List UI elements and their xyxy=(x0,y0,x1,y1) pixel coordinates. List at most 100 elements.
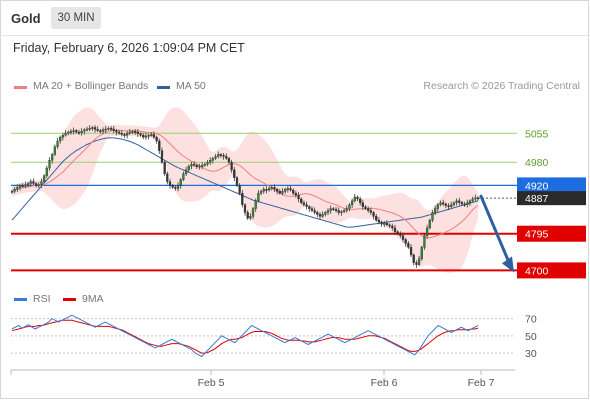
candle-body xyxy=(442,202,445,205)
candle-body xyxy=(174,187,177,189)
candle-body xyxy=(56,140,59,147)
candle-body xyxy=(117,131,121,134)
candle-body xyxy=(166,173,169,182)
candle-body xyxy=(222,155,225,157)
candle-body xyxy=(48,160,51,169)
chart-datetime: Friday, February 6, 2026 1:09:04 PM CET xyxy=(13,41,245,55)
last-price-label: 4887 xyxy=(525,193,549,205)
candle-body xyxy=(83,129,86,132)
candle-body xyxy=(404,239,407,244)
candle-body xyxy=(436,204,439,209)
candle-body xyxy=(179,179,182,186)
candle-body xyxy=(96,129,99,131)
candle-body xyxy=(447,205,450,207)
bollinger-bands xyxy=(12,107,478,273)
candle-body xyxy=(359,198,362,203)
candle-body xyxy=(192,163,196,166)
ma20-line xyxy=(11,129,479,239)
last-price-tag xyxy=(517,191,586,206)
candle-body xyxy=(342,210,346,212)
ma20-legend-label: MA 20 + Bollinger Bands xyxy=(33,80,149,92)
candle-body xyxy=(16,187,19,190)
rsi-tick-70: 70 xyxy=(525,314,537,326)
candle-body xyxy=(160,150,164,163)
candle-body xyxy=(112,128,115,131)
candle-body xyxy=(176,185,180,189)
candle-body xyxy=(345,208,348,211)
candle-body xyxy=(219,154,223,156)
candle-body xyxy=(152,134,156,138)
candle-body xyxy=(348,204,351,209)
level-label-4795: 4795 xyxy=(525,229,549,241)
candle-body xyxy=(72,130,75,132)
candle-body xyxy=(257,192,260,202)
candle-body xyxy=(88,128,91,130)
candle-body xyxy=(292,189,295,194)
candle-body xyxy=(32,181,35,184)
candle-body xyxy=(77,131,81,134)
candle-body xyxy=(99,130,102,132)
candle-body xyxy=(326,210,330,213)
candle-body xyxy=(67,131,70,134)
candle-body xyxy=(107,128,110,130)
candle-body xyxy=(300,198,303,203)
candle-body xyxy=(217,154,220,157)
candle-body xyxy=(123,134,126,136)
rsi-ma-legend-swatch xyxy=(63,298,76,301)
candle-body xyxy=(281,191,284,194)
ma50-legend-label: MA 50 xyxy=(176,80,206,92)
candle-body xyxy=(308,206,311,209)
candle-body xyxy=(21,185,24,187)
candle-body xyxy=(115,130,118,133)
candle-body xyxy=(302,202,306,205)
candle-body xyxy=(286,188,289,190)
candle-body xyxy=(450,204,453,207)
rsi-ma-line xyxy=(11,319,479,354)
candle-body xyxy=(372,212,375,217)
candle-body xyxy=(59,136,62,142)
timeframe-button[interactable]: 30 MIN xyxy=(51,7,101,29)
rsi-line xyxy=(11,314,479,358)
candle-body xyxy=(425,227,429,236)
candle-body xyxy=(45,167,48,176)
candle-body xyxy=(91,127,94,129)
candle-body xyxy=(329,208,332,211)
candle-body xyxy=(241,192,244,205)
candle-body xyxy=(206,162,209,165)
candle-body xyxy=(227,158,231,163)
candle-body xyxy=(356,196,359,200)
candle-body xyxy=(254,200,257,209)
candle-body xyxy=(380,221,383,225)
candle-body xyxy=(158,140,161,151)
candle-body xyxy=(369,210,373,213)
candle-body xyxy=(337,210,340,213)
ma50-line xyxy=(11,137,479,228)
candle-body xyxy=(367,208,370,211)
candle-body xyxy=(393,227,397,232)
level-tag-4700 xyxy=(517,262,586,279)
candle-body xyxy=(131,131,134,133)
candle-body xyxy=(259,191,263,194)
candle-body xyxy=(463,203,466,206)
rsi-tick-50: 50 xyxy=(525,331,537,343)
candle-body xyxy=(198,165,201,168)
candle-body xyxy=(471,198,474,202)
candle-body xyxy=(64,133,67,136)
candle-body xyxy=(126,133,129,136)
rsi-tick-30: 30 xyxy=(525,348,537,360)
candle-body xyxy=(399,233,402,236)
x-tick-label: Feb 6 xyxy=(371,377,398,389)
candle-body xyxy=(230,162,233,171)
candle-body xyxy=(340,211,343,214)
candle-body xyxy=(24,184,27,187)
candle-body xyxy=(10,191,14,193)
candle-body xyxy=(29,181,32,184)
candle-body xyxy=(452,202,456,205)
forecast-arrow-shaft xyxy=(479,194,511,264)
ma50-legend-swatch xyxy=(157,86,170,89)
candle-body xyxy=(455,200,458,203)
candle-body xyxy=(316,212,319,215)
candle-body xyxy=(439,202,442,205)
candle-body xyxy=(350,200,354,205)
candle-body xyxy=(412,254,415,263)
